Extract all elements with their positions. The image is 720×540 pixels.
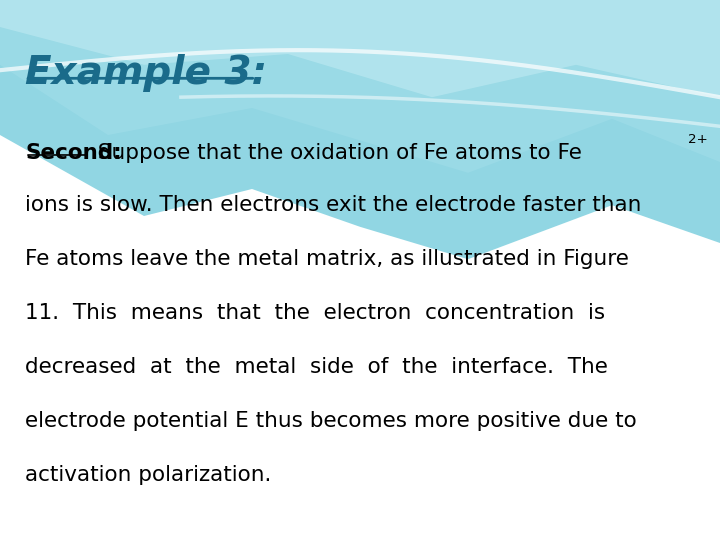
Text: activation polarization.: activation polarization. [25,465,271,485]
Text: 11.  This  means  that  the  electron  concentration  is: 11. This means that the electron concent… [25,303,606,323]
Polygon shape [0,0,720,259]
Text: decreased  at  the  metal  side  of  the  interface.  The: decreased at the metal side of the inter… [25,357,608,377]
Text: Second:: Second: [25,143,122,163]
Text: Suppose that the oxidation of Fe atoms to Fe: Suppose that the oxidation of Fe atoms t… [91,143,582,163]
Text: Example 3:: Example 3: [25,54,267,92]
Polygon shape [0,0,720,97]
Text: Fe atoms leave the metal matrix, as illustrated in Figure: Fe atoms leave the metal matrix, as illu… [25,249,629,269]
Text: electrode potential E thus becomes more positive due to: electrode potential E thus becomes more … [25,411,637,431]
Polygon shape [0,0,720,173]
Text: ions is slow. Then electrons exit the electrode faster than: ions is slow. Then electrons exit the el… [25,195,642,215]
Text: 2+: 2+ [688,133,708,146]
